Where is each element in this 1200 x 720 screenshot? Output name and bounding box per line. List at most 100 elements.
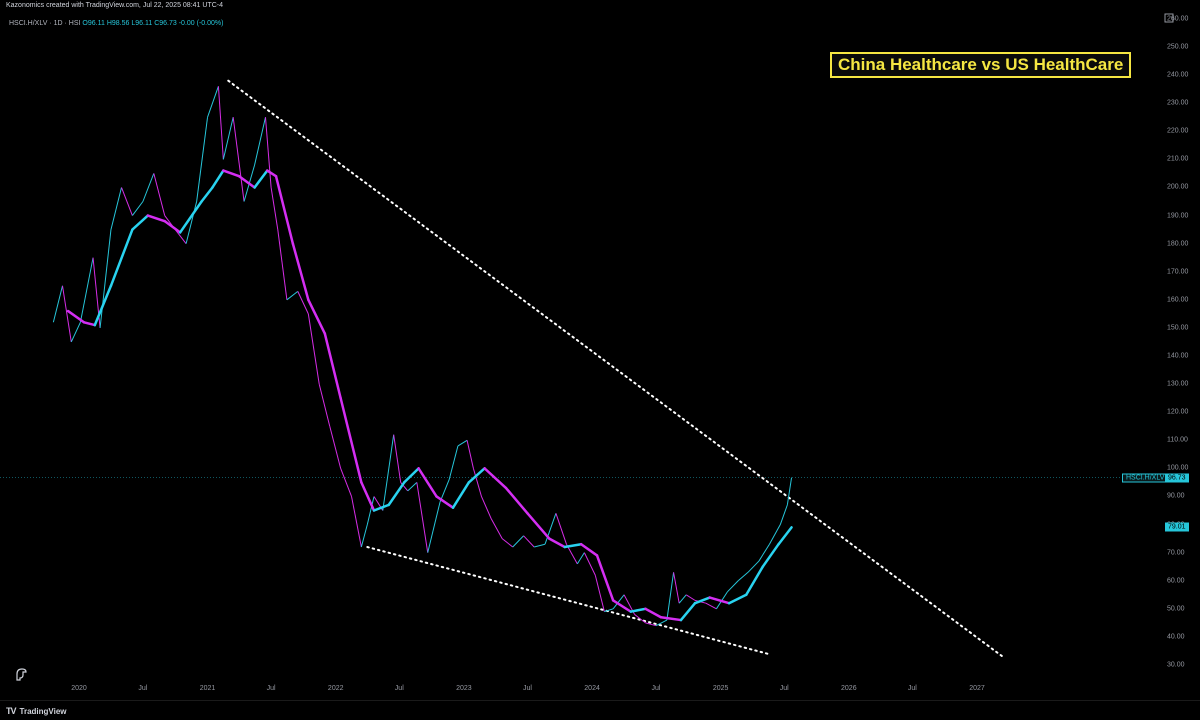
ma-segment — [66, 309, 86, 324]
price-segment — [666, 572, 675, 621]
price-segment — [217, 86, 224, 160]
ma-segment — [178, 200, 203, 234]
price-segment — [351, 496, 362, 548]
ma-segment — [291, 242, 310, 302]
ma-segment — [417, 467, 438, 498]
ma-segment — [693, 596, 711, 605]
y-tick-label: 60.00 — [1167, 577, 1185, 585]
y-tick-label: 250.00 — [1167, 43, 1189, 51]
price-segment — [407, 482, 418, 492]
y-tick-label: 100.00 — [1167, 464, 1189, 472]
price-segment — [678, 594, 687, 604]
price-segment — [705, 602, 717, 610]
price-segment — [645, 622, 657, 627]
x-tick-label: 2025 — [712, 685, 729, 692]
ma-segment — [402, 467, 420, 484]
legend-change: -0.00 (-0.00%) — [178, 20, 224, 27]
price-segment — [61, 285, 72, 343]
ma-segment — [761, 542, 780, 568]
tradingview-logo-icon: TV — [6, 706, 16, 716]
ma-segment — [274, 174, 295, 245]
ma-segment — [547, 537, 566, 549]
price-segment — [254, 117, 266, 166]
price-segment — [779, 504, 788, 525]
ma-segment — [745, 565, 765, 597]
price-segment — [185, 201, 198, 244]
price-chart[interactable] — [0, 0, 1200, 700]
price-segment — [534, 543, 546, 548]
y-tick-label: 260.00 — [1167, 15, 1189, 23]
price-segment — [393, 434, 402, 483]
price-segment — [612, 594, 625, 610]
price-segment — [758, 543, 770, 562]
symbol-tag-label: HSCI.H/XLV — [1126, 474, 1165, 482]
price-segment — [726, 580, 739, 593]
ma-segment — [579, 542, 599, 557]
price-segment — [52, 285, 63, 323]
y-tick-label: 120.00 — [1167, 408, 1189, 416]
ma-segment — [307, 298, 327, 335]
expand-icon[interactable] — [1164, 13, 1174, 23]
ma-segment — [526, 512, 551, 540]
ma-segment — [237, 174, 256, 189]
y-tick-label: 170.00 — [1167, 268, 1189, 276]
trendline-lower — [366, 546, 769, 655]
price-segment — [196, 117, 209, 202]
y-tick-label: 40.00 — [1167, 633, 1185, 641]
price-segment — [501, 538, 514, 548]
y-tick-label: 130.00 — [1167, 380, 1189, 388]
price-segment — [448, 445, 459, 480]
price-segment — [544, 513, 557, 545]
price-segment — [329, 426, 342, 469]
price-segment — [673, 572, 680, 604]
x-tick-label: Jul — [394, 685, 404, 692]
ma-segment — [679, 601, 697, 622]
price-segment — [594, 574, 605, 612]
y-tick-label: 110.00 — [1167, 436, 1188, 444]
x-tick-label: Jul — [907, 685, 917, 692]
y-tick-label: 180.00 — [1167, 240, 1189, 248]
ma-segment — [387, 481, 406, 507]
x-tick-label: 2020 — [71, 685, 87, 692]
ma-segment — [777, 526, 793, 546]
price-segment — [747, 560, 760, 573]
ma-segment — [467, 467, 486, 484]
y-tick-label: 190.00 — [1167, 212, 1189, 220]
legend-open: O96.11 — [82, 20, 105, 27]
top-bar: Kazonomics created with TradingView.com,… — [0, 0, 1200, 14]
dino-icon[interactable] — [14, 666, 28, 682]
y-tick-label: 230.00 — [1167, 99, 1189, 107]
price-segment — [382, 434, 395, 511]
ma-segment — [644, 607, 663, 619]
x-tick-label: Jul — [522, 685, 532, 692]
ma-segment — [659, 615, 683, 622]
y-tick-label: 240.00 — [1167, 71, 1189, 79]
ma-segment — [222, 169, 241, 178]
ma-segment — [146, 214, 166, 223]
ma-segment — [435, 495, 455, 509]
chart-title-annotation[interactable]: China Healthcare vs US HealthCare — [830, 52, 1132, 78]
tradingview-logo[interactable]: TV TradingView — [6, 706, 67, 716]
ma-segment — [629, 607, 647, 613]
y-tick-label: 70.00 — [1167, 549, 1185, 557]
ma-price-tag: 79.01 — [1165, 522, 1189, 532]
ma-segment — [131, 214, 150, 231]
price-segment — [153, 173, 166, 216]
y-tick-label: 50.00 — [1167, 605, 1185, 613]
price-segment — [142, 173, 155, 202]
price-segment — [297, 291, 309, 315]
price-segment — [174, 229, 187, 244]
price-segment — [472, 468, 482, 497]
price-segment — [555, 513, 567, 545]
ma-segment — [265, 169, 278, 178]
symbol-price-tag: HSCI.H/XLV — [1122, 473, 1169, 483]
price-segment — [769, 524, 781, 545]
bottom-bar: TV TradingView — [0, 700, 1200, 720]
price-segment — [583, 552, 596, 576]
ma-segment — [451, 481, 471, 509]
legend-symbol[interactable]: HSCI.H/XLV · 1D · HSI — [9, 20, 81, 27]
price-segment — [512, 535, 524, 548]
legend-close: C96.73 — [154, 20, 177, 27]
ma-segment — [708, 596, 731, 605]
price-segment — [270, 187, 279, 230]
